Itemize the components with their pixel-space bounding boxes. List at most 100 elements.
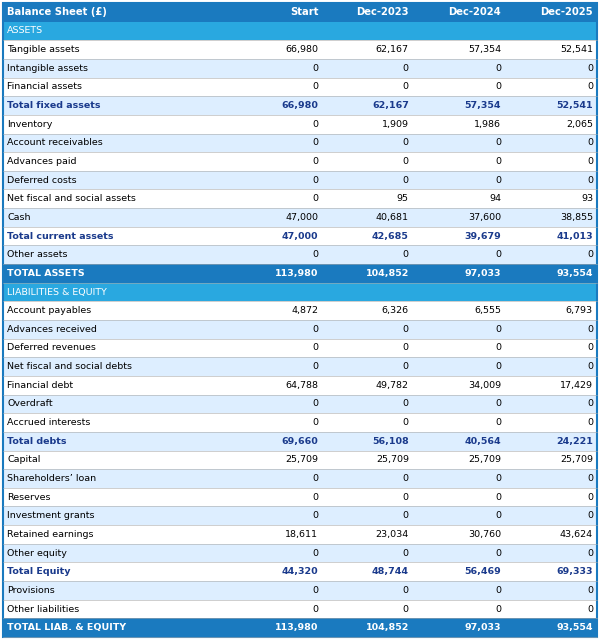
Text: 6,326: 6,326: [382, 306, 409, 315]
Text: 93,554: 93,554: [557, 269, 593, 278]
Text: 0: 0: [403, 325, 409, 334]
Text: 37,600: 37,600: [468, 213, 501, 222]
Bar: [3, 320, 597, 339]
Text: 23,034: 23,034: [376, 530, 409, 539]
Text: 25,709: 25,709: [285, 455, 318, 465]
Text: 69,660: 69,660: [281, 436, 318, 445]
Text: 25,709: 25,709: [376, 455, 409, 465]
Text: 0: 0: [587, 548, 593, 557]
Text: 0: 0: [495, 418, 501, 427]
Text: 0: 0: [403, 548, 409, 557]
Text: 0: 0: [403, 138, 409, 147]
Text: Total debts: Total debts: [7, 436, 67, 445]
Text: 104,852: 104,852: [365, 269, 409, 278]
Text: 0: 0: [312, 418, 318, 427]
Text: 0: 0: [587, 344, 593, 353]
Bar: [3, 115, 597, 134]
Text: 0: 0: [587, 250, 593, 259]
Text: Deferred revenues: Deferred revenues: [7, 344, 96, 353]
Text: 39,679: 39,679: [464, 232, 501, 241]
Text: 25,709: 25,709: [560, 455, 593, 465]
Text: 97,033: 97,033: [464, 269, 501, 278]
Text: 97,033: 97,033: [464, 623, 501, 632]
Text: Account payables: Account payables: [7, 306, 91, 315]
Text: 94: 94: [489, 195, 501, 204]
Text: 6,793: 6,793: [566, 306, 593, 315]
Bar: [3, 469, 597, 488]
Text: 40,564: 40,564: [464, 436, 501, 445]
Text: 0: 0: [587, 362, 593, 371]
Bar: [3, 77, 597, 96]
Text: 0: 0: [587, 474, 593, 483]
Text: 57,354: 57,354: [468, 45, 501, 54]
Text: 104,852: 104,852: [365, 623, 409, 632]
Text: 0: 0: [312, 195, 318, 204]
Text: Other assets: Other assets: [7, 250, 67, 259]
Text: 0: 0: [312, 157, 318, 166]
Text: Inventory: Inventory: [7, 120, 52, 129]
Text: Financial debt: Financial debt: [7, 381, 73, 390]
Text: 6,555: 6,555: [474, 306, 501, 315]
Text: Intangible assets: Intangible assets: [7, 64, 88, 73]
Text: 0: 0: [403, 175, 409, 185]
Text: 0: 0: [587, 83, 593, 92]
Text: 52,541: 52,541: [560, 45, 593, 54]
Text: 0: 0: [312, 120, 318, 129]
Text: 43,624: 43,624: [560, 530, 593, 539]
Text: Dec-2024: Dec-2024: [448, 7, 501, 17]
Text: 0: 0: [312, 399, 318, 408]
Text: 0: 0: [587, 64, 593, 73]
Text: 0: 0: [587, 418, 593, 427]
Bar: [3, 264, 597, 283]
Text: Other equity: Other equity: [7, 548, 67, 557]
Text: 0: 0: [587, 325, 593, 334]
Bar: [3, 432, 597, 451]
Text: 0: 0: [312, 493, 318, 502]
Text: 18,611: 18,611: [285, 530, 318, 539]
Bar: [3, 339, 597, 357]
Text: 0: 0: [495, 250, 501, 259]
Bar: [3, 544, 597, 563]
Text: 0: 0: [495, 83, 501, 92]
Bar: [3, 357, 597, 376]
Text: Account receivables: Account receivables: [7, 138, 103, 147]
Bar: [3, 245, 597, 264]
Text: 0: 0: [495, 157, 501, 166]
Text: 44,320: 44,320: [281, 567, 318, 576]
Text: Tangible assets: Tangible assets: [7, 45, 80, 54]
Text: 0: 0: [495, 605, 501, 614]
Bar: [3, 189, 597, 208]
Text: 0: 0: [495, 344, 501, 353]
Text: 0: 0: [587, 493, 593, 502]
Text: 17,429: 17,429: [560, 381, 593, 390]
Text: 30,760: 30,760: [468, 530, 501, 539]
Text: 0: 0: [403, 83, 409, 92]
Text: 1,909: 1,909: [382, 120, 409, 129]
Text: Shareholders’ loan: Shareholders’ loan: [7, 474, 96, 483]
Text: 0: 0: [312, 175, 318, 185]
Text: 0: 0: [587, 157, 593, 166]
Text: Net fiscal and social debts: Net fiscal and social debts: [7, 362, 132, 371]
Text: 0: 0: [403, 64, 409, 73]
Text: Balance Sheet (£): Balance Sheet (£): [7, 7, 107, 17]
Bar: [3, 451, 597, 469]
Text: 0: 0: [495, 586, 501, 595]
Bar: [3, 40, 597, 59]
Text: 0: 0: [403, 586, 409, 595]
Text: 57,354: 57,354: [464, 101, 501, 110]
Bar: [3, 581, 597, 600]
Text: 56,469: 56,469: [464, 567, 501, 576]
Text: 4,872: 4,872: [291, 306, 318, 315]
Text: Accrued interests: Accrued interests: [7, 418, 91, 427]
Text: 113,980: 113,980: [275, 269, 318, 278]
Text: 0: 0: [403, 250, 409, 259]
Text: 0: 0: [403, 399, 409, 408]
Text: 42,685: 42,685: [372, 232, 409, 241]
Bar: [3, 301, 597, 320]
Text: Cash: Cash: [7, 213, 31, 222]
Text: 40,681: 40,681: [376, 213, 409, 222]
Text: 0: 0: [495, 325, 501, 334]
Text: 0: 0: [495, 362, 501, 371]
Text: 0: 0: [495, 175, 501, 185]
Bar: [3, 227, 597, 245]
